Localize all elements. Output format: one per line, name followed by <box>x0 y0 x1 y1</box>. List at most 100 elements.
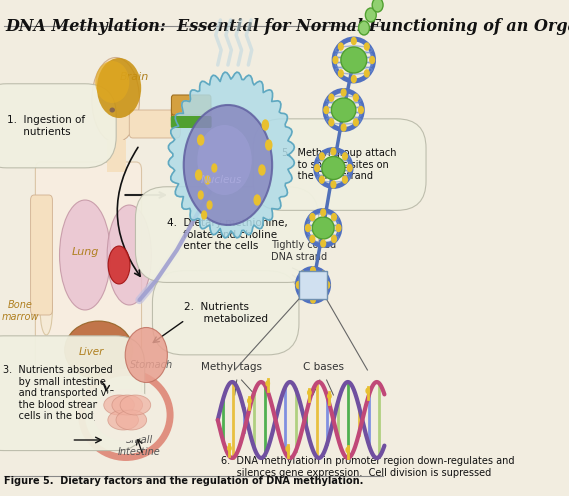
FancyBboxPatch shape <box>35 162 142 398</box>
Ellipse shape <box>286 446 290 451</box>
Ellipse shape <box>365 8 376 22</box>
Text: 4.  Dietary methionine,
     folate and choline
     enter the cells: 4. Dietary methionine, folate and cholin… <box>167 218 287 251</box>
Ellipse shape <box>199 191 203 199</box>
Ellipse shape <box>321 209 325 216</box>
Ellipse shape <box>353 119 358 126</box>
FancyBboxPatch shape <box>31 195 52 315</box>
Text: Bone
marrow: Bone marrow <box>2 301 39 322</box>
Ellipse shape <box>346 447 349 452</box>
Ellipse shape <box>331 181 336 188</box>
Bar <box>107 140 126 172</box>
Ellipse shape <box>336 225 341 232</box>
Ellipse shape <box>97 58 141 118</box>
Ellipse shape <box>329 94 333 101</box>
Text: Stomach: Stomach <box>130 360 174 370</box>
Ellipse shape <box>296 282 301 289</box>
Text: Lung: Lung <box>71 247 99 257</box>
Ellipse shape <box>311 267 315 274</box>
Text: 1.  Ingestion of
     nutrients: 1. Ingestion of nutrients <box>7 115 85 136</box>
Text: Small
Intestine: Small Intestine <box>118 435 161 457</box>
Text: 5.  Methyl group attach
     to specific sites on
     the DNA strand: 5. Methyl group attach to specific sites… <box>282 148 397 181</box>
Ellipse shape <box>325 282 329 289</box>
Ellipse shape <box>332 236 336 243</box>
Ellipse shape <box>364 43 369 50</box>
Ellipse shape <box>366 388 369 393</box>
Ellipse shape <box>328 393 331 399</box>
Ellipse shape <box>332 214 336 221</box>
Text: Brain: Brain <box>120 72 149 82</box>
Ellipse shape <box>358 21 369 35</box>
Ellipse shape <box>339 70 343 77</box>
Ellipse shape <box>259 165 265 175</box>
Ellipse shape <box>197 135 204 145</box>
Ellipse shape <box>358 107 364 114</box>
Ellipse shape <box>266 140 272 150</box>
Ellipse shape <box>197 125 251 195</box>
Ellipse shape <box>311 296 315 303</box>
Ellipse shape <box>120 395 151 415</box>
Text: Nucleus: Nucleus <box>200 175 242 185</box>
Ellipse shape <box>303 275 323 295</box>
Ellipse shape <box>308 390 311 395</box>
Ellipse shape <box>321 292 325 299</box>
Ellipse shape <box>352 75 356 82</box>
FancyBboxPatch shape <box>171 105 211 123</box>
Ellipse shape <box>343 153 347 160</box>
Ellipse shape <box>322 157 345 180</box>
Ellipse shape <box>321 240 325 247</box>
Ellipse shape <box>108 410 138 430</box>
Ellipse shape <box>93 389 158 441</box>
Ellipse shape <box>319 153 324 160</box>
Ellipse shape <box>107 205 151 305</box>
Ellipse shape <box>341 124 346 131</box>
FancyBboxPatch shape <box>171 95 211 115</box>
Ellipse shape <box>228 446 231 451</box>
Ellipse shape <box>306 225 310 232</box>
Ellipse shape <box>321 271 325 278</box>
Ellipse shape <box>319 176 324 183</box>
Ellipse shape <box>40 285 52 335</box>
Ellipse shape <box>300 271 305 278</box>
Ellipse shape <box>300 292 305 299</box>
Ellipse shape <box>347 165 352 172</box>
Ellipse shape <box>116 410 147 430</box>
Text: Methyl tags: Methyl tags <box>201 362 262 372</box>
Ellipse shape <box>324 107 329 114</box>
Ellipse shape <box>65 321 133 379</box>
Text: 2.  Nutrients
      metabolized: 2. Nutrients metabolized <box>184 302 267 323</box>
Ellipse shape <box>315 165 319 172</box>
Ellipse shape <box>331 98 356 122</box>
Ellipse shape <box>329 119 333 126</box>
Ellipse shape <box>364 70 369 77</box>
Ellipse shape <box>248 398 251 403</box>
Text: Liver: Liver <box>79 347 105 357</box>
Ellipse shape <box>95 61 129 103</box>
Text: 6.  DNA methylation in promoter region down-regulates and
     silences gene exp: 6. DNA methylation in promoter region do… <box>221 456 514 478</box>
Ellipse shape <box>262 120 269 130</box>
Ellipse shape <box>310 236 315 243</box>
Ellipse shape <box>333 57 338 63</box>
Ellipse shape <box>196 170 202 180</box>
Ellipse shape <box>212 164 217 172</box>
Ellipse shape <box>112 395 143 415</box>
Ellipse shape <box>310 214 315 221</box>
Ellipse shape <box>312 217 334 239</box>
Ellipse shape <box>108 246 130 284</box>
Ellipse shape <box>353 94 358 101</box>
Text: Tightly coiled
DNA strand: Tightly coiled DNA strand <box>271 241 336 262</box>
Ellipse shape <box>202 211 207 219</box>
Ellipse shape <box>104 395 134 415</box>
Ellipse shape <box>343 176 347 183</box>
Ellipse shape <box>92 58 139 142</box>
Ellipse shape <box>352 38 356 45</box>
Ellipse shape <box>125 327 167 382</box>
Ellipse shape <box>110 108 115 113</box>
Ellipse shape <box>339 43 343 50</box>
Ellipse shape <box>341 47 367 73</box>
Polygon shape <box>168 72 294 238</box>
Ellipse shape <box>60 200 110 310</box>
Ellipse shape <box>184 105 272 225</box>
FancyBboxPatch shape <box>299 271 327 299</box>
Ellipse shape <box>370 57 374 63</box>
FancyBboxPatch shape <box>129 110 180 138</box>
